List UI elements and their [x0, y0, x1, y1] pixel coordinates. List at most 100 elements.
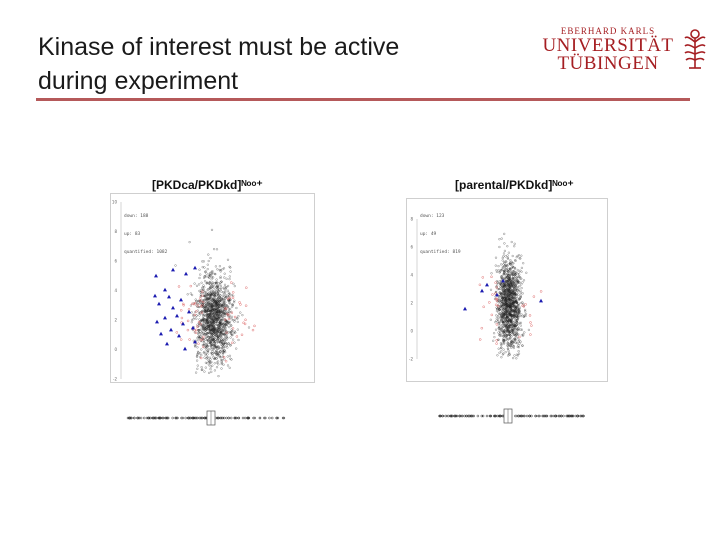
data-point [501, 308, 504, 311]
data-point [222, 300, 225, 304]
strip-point [541, 414, 544, 418]
data-point [524, 312, 528, 315]
data-point [502, 338, 505, 342]
strip-point [557, 414, 561, 418]
data-point [202, 260, 205, 263]
data-point [219, 350, 222, 353]
data-point [206, 319, 209, 322]
data-point [198, 276, 201, 280]
data-point [192, 302, 195, 305]
plot-1-caption: [PKDca/PKDkd]ᴺᵒᵒ⁺ [152, 178, 263, 192]
highlighted-point [199, 338, 203, 342]
data-point [237, 338, 240, 342]
data-point [193, 282, 196, 285]
data-point [197, 331, 200, 334]
highlighted-point [529, 333, 532, 336]
strip-point [485, 414, 489, 418]
data-point [205, 319, 208, 322]
data-point [497, 331, 500, 334]
data-point [223, 306, 226, 309]
triangle-marker [165, 341, 169, 346]
data-point [517, 314, 520, 317]
data-point [513, 242, 516, 245]
data-point [208, 331, 211, 334]
data-point [503, 296, 506, 299]
data-point [498, 332, 501, 335]
highlighted-point [522, 305, 526, 308]
data-point [192, 313, 195, 316]
data-point [207, 336, 210, 339]
data-point [207, 253, 210, 256]
data-point [502, 319, 505, 322]
data-point [217, 360, 220, 363]
data-point [225, 344, 228, 347]
data-point [206, 356, 209, 359]
data-point [211, 343, 214, 347]
highlighted-point [195, 328, 198, 332]
data-point [198, 268, 201, 271]
strip-point [465, 414, 468, 418]
data-point [224, 297, 227, 300]
data-point [200, 348, 203, 351]
highlighted-point [478, 338, 482, 341]
data-point [521, 301, 524, 304]
data-point [498, 321, 501, 324]
strip-point [568, 414, 571, 418]
data-point [511, 310, 515, 313]
data-point [498, 238, 501, 241]
data-point [494, 321, 497, 324]
data-point [508, 319, 511, 322]
data-point [219, 270, 222, 273]
data-point [502, 266, 505, 269]
data-point [514, 300, 517, 303]
highlighted-point [226, 297, 230, 301]
data-point [212, 330, 215, 333]
data-point [220, 361, 223, 364]
data-point [508, 353, 511, 356]
highlighted-point [244, 304, 248, 307]
data-point [500, 294, 503, 297]
data-point [504, 289, 507, 292]
data-point [521, 292, 524, 295]
data-point [213, 362, 216, 365]
triangle-marker [163, 315, 167, 320]
data-point [501, 303, 505, 306]
data-point [517, 352, 521, 355]
strip-point [449, 414, 453, 418]
strip-point [472, 414, 476, 418]
data-point [221, 324, 224, 327]
data-point [215, 334, 218, 337]
highlighted-point [524, 303, 527, 306]
data-point [204, 307, 207, 310]
strip-point [161, 416, 164, 420]
highlighted-point [230, 311, 234, 315]
data-point [228, 265, 231, 268]
data-point [514, 273, 517, 276]
y-tick-label: 0 [410, 329, 413, 334]
data-point [518, 273, 521, 276]
data-point [208, 339, 211, 342]
strip-point [438, 414, 441, 418]
data-point [213, 282, 216, 285]
data-point [217, 282, 220, 285]
y-tick-label: 2 [114, 318, 117, 323]
data-point [509, 279, 512, 282]
data-point [497, 327, 500, 330]
data-point [495, 270, 498, 273]
strip-point [468, 414, 472, 418]
data-point [223, 286, 226, 289]
data-point [212, 318, 215, 321]
triangle-marker [485, 282, 489, 287]
data-point [231, 305, 234, 308]
strip-point [147, 416, 150, 420]
data-point [510, 295, 513, 298]
data-point [502, 315, 505, 318]
data-point [498, 324, 501, 327]
data-point [212, 319, 215, 322]
data-point [212, 347, 216, 350]
data-point [508, 270, 511, 273]
data-point [520, 283, 523, 286]
data-point [223, 321, 226, 324]
plot-2-legend-up: up: 49 [420, 232, 437, 237]
data-points [489, 232, 530, 360]
